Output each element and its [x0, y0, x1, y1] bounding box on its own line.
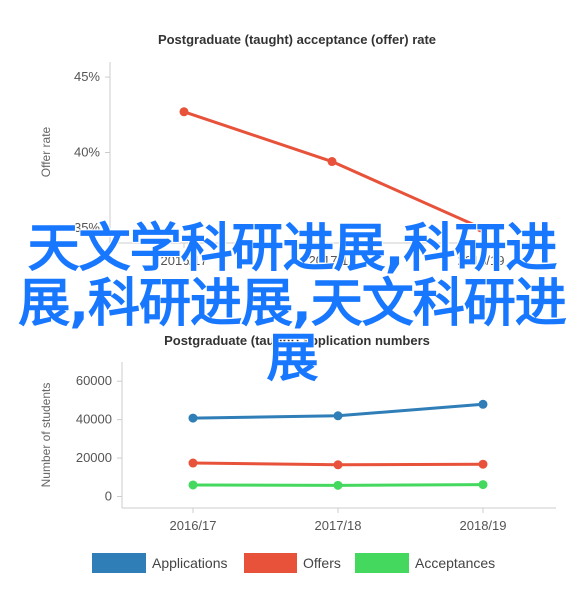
- chart2-data-point-offers[interactable]: [333, 460, 343, 470]
- chart1-x-tick-label: 2016/17: [161, 253, 208, 268]
- chart1-data-point-rate[interactable]: [327, 157, 337, 167]
- chart2-y-tick-label: 40000: [76, 412, 112, 427]
- chart2-data-point-applications[interactable]: [188, 413, 198, 423]
- chart2-data-point-acceptances[interactable]: [478, 480, 488, 490]
- chart2-y-axis-label: Number of students: [39, 383, 53, 488]
- chart1-data-point-rate[interactable]: [179, 107, 189, 117]
- chart1-x-tick-label: 2017/18: [309, 253, 356, 268]
- chart2-x-tick-label: 2016/17: [170, 518, 217, 533]
- legend-item-offers[interactable]: Offers: [244, 553, 341, 573]
- chart1-y-axis-label: Offer rate: [39, 126, 53, 177]
- chart2-y-tick-label: 0: [105, 488, 112, 503]
- chart2-title: Postgraduate (taught) application number…: [164, 333, 430, 348]
- chart1-y-ticks: 35% 40% 45%: [74, 69, 110, 235]
- chart2-data-point-applications[interactable]: [333, 411, 343, 421]
- legend-swatch-offers: [244, 553, 297, 573]
- chart2-data-point-applications[interactable]: [478, 399, 488, 409]
- chart1-y-tick-label: 40%: [74, 145, 100, 160]
- chart1-title: Postgraduate (taught) acceptance (offer)…: [158, 32, 436, 47]
- chart2-x-ticks: 2016/17 2017/18 2018/19: [170, 508, 507, 533]
- chart1-x-ticks: 2016/17 2017/18 2018/19: [161, 243, 505, 268]
- legend-label-applications: Applications: [152, 555, 228, 571]
- chart2-series: [188, 399, 488, 490]
- chart2-y-tick-label: 60000: [76, 373, 112, 388]
- chart1-data-point-rate[interactable]: [476, 223, 486, 233]
- legend-item-acceptances[interactable]: Acceptances: [355, 553, 495, 573]
- offer-rate-chart: Postgraduate (taught) acceptance (offer)…: [39, 32, 556, 268]
- chart1-series-line-rate: [183, 110, 482, 230]
- chart2-y-tick-label: 20000: [76, 450, 112, 465]
- chart2-data-point-offers[interactable]: [478, 459, 488, 469]
- chart2-y-ticks: 0 20000 40000 60000: [76, 373, 122, 503]
- application-numbers-chart: Postgraduate (taught) application number…: [39, 333, 556, 533]
- chart1-x-tick-label: 2018/19: [458, 253, 505, 268]
- legend-item-applications[interactable]: Applications: [92, 553, 228, 573]
- chart2-data-point-acceptances[interactable]: [333, 480, 343, 490]
- legend-swatch-applications: [92, 553, 146, 573]
- chart1-y-tick-label: 35%: [74, 220, 100, 235]
- chart1-y-tick-label: 45%: [74, 69, 100, 84]
- watermark-overlay-text: 天文学科研进展,科研进展,科研进展,天文科研进展: [17, 219, 568, 389]
- legend-label-offers: Offers: [303, 555, 341, 571]
- chart2-data-point-offers[interactable]: [188, 458, 198, 468]
- chart2-legend: Applications Offers Acceptances: [92, 553, 495, 573]
- legend-swatch-acceptances: [355, 553, 409, 573]
- chart2-x-tick-label: 2018/19: [460, 518, 507, 533]
- chart2-data-point-acceptances[interactable]: [188, 480, 198, 490]
- chart1-series: [179, 107, 486, 233]
- chart2-x-tick-label: 2017/18: [315, 518, 362, 533]
- legend-label-acceptances: Acceptances: [415, 555, 495, 571]
